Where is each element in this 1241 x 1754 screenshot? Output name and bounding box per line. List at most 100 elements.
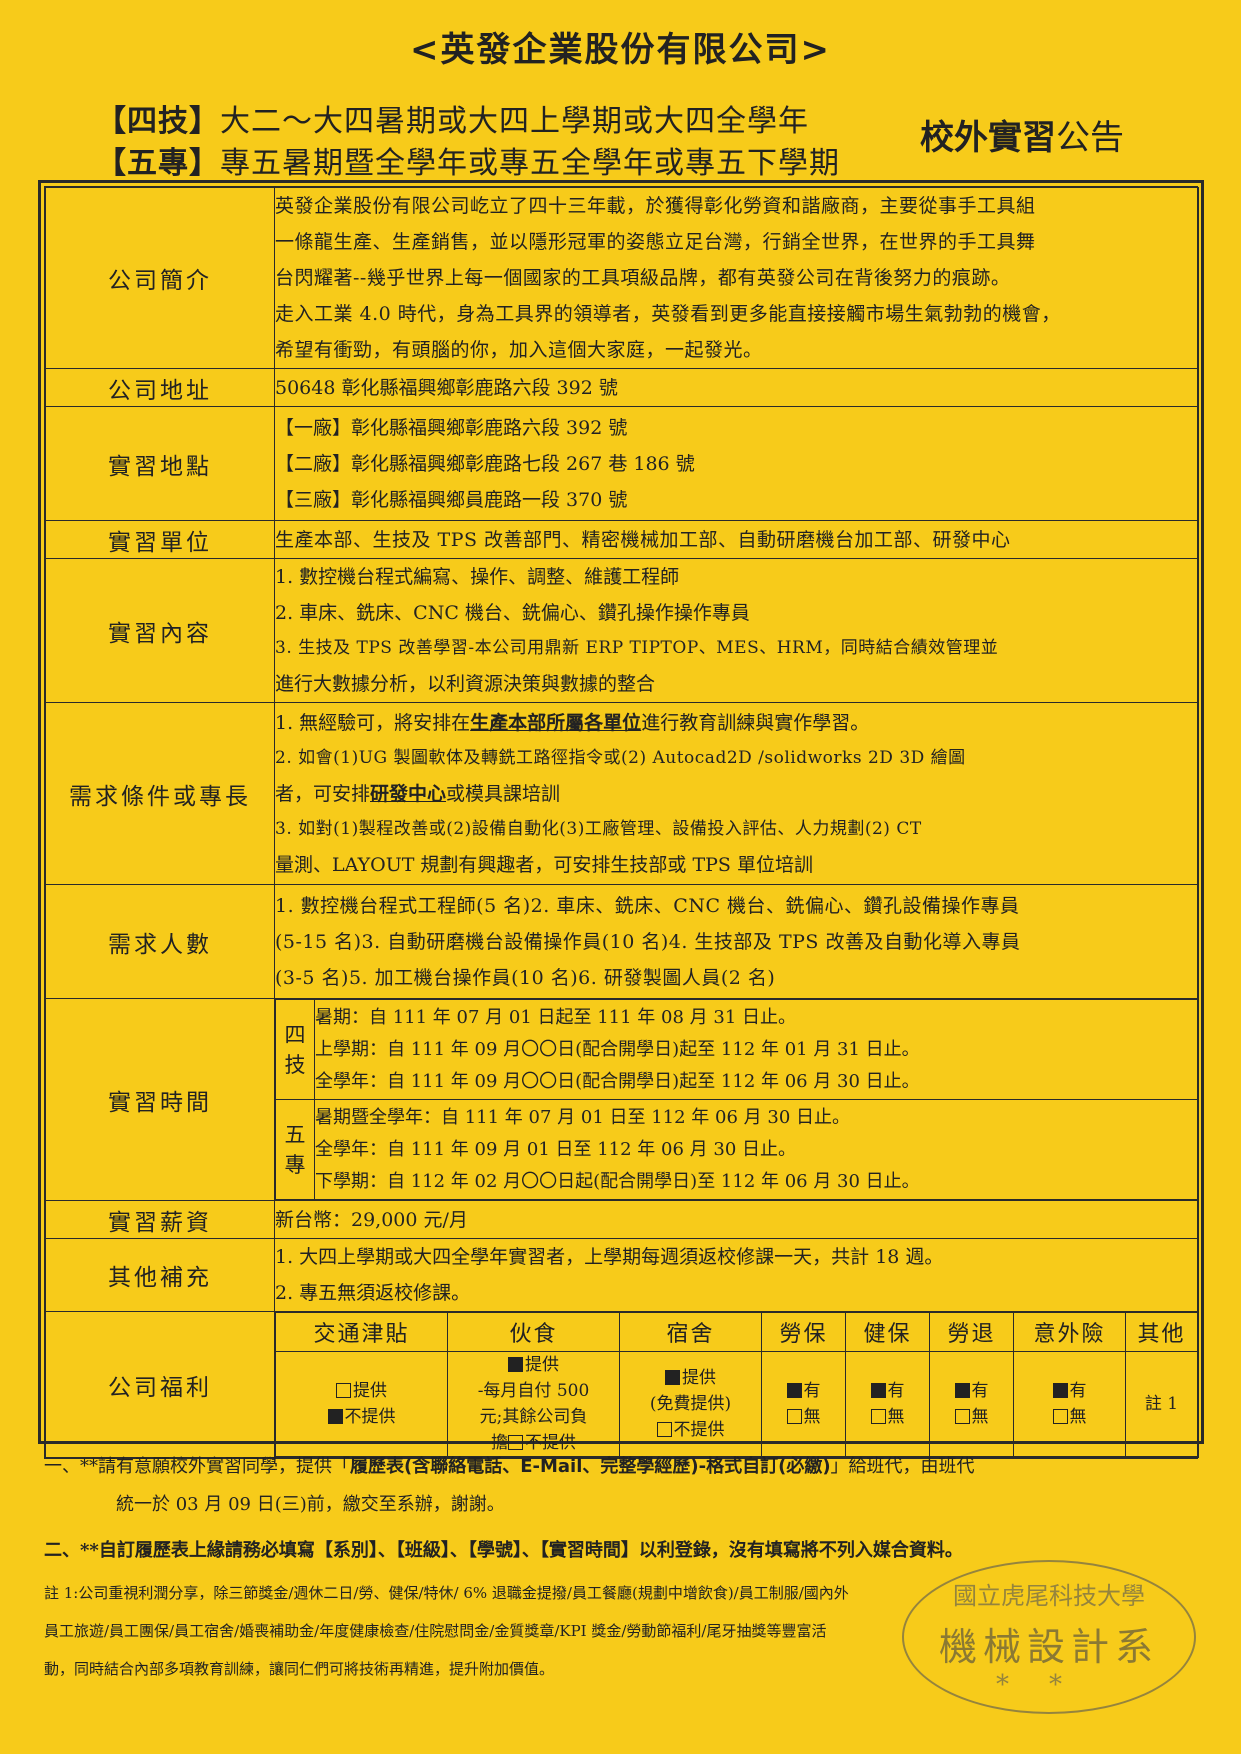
period-line: 全學年：自 111 年 09 月〇〇日(配合開學日)起至 112 年 06 月 … <box>315 1070 920 1092</box>
content-line: 進行大數據分析，以利資源決策與數據的整合 <box>275 673 656 695</box>
requirement-emphasis: 生產本部所屬各單位 <box>470 711 642 734</box>
location-line: 【一廠】彰化縣福興鄉彰鹿路六段 392 號 <box>275 416 628 439</box>
other-line: 2. 專五無須返校修課。 <box>275 1282 471 1304</box>
location-line: 【三廠】彰化縣福興鄉員鹿路一段 370 號 <box>275 488 628 511</box>
requirement-emphasis: 研發中心 <box>370 782 447 805</box>
row-content: 實習內容 1. 數控機台程式編寫、操作、調整、維護工程師 2. 車床、銑床、CN… <box>45 558 1199 703</box>
content-address: 50648 彰化縣福興鄉彰鹿路六段 392 號 <box>274 368 1199 407</box>
header-tag-four-year: 【四技】 <box>96 104 220 139</box>
content-line: 2. 車床、銑床、CNC 機台、銑偏心、鑽孔操作操作專員 <box>275 602 750 624</box>
department-seal: 國立虎尾科技大學 機械設計系 ** <box>902 1560 1196 1714</box>
requirement-text: 進行教育訓練與實作學習。 <box>641 711 870 734</box>
intro-line: 台閃耀著--幾乎世界上每一個國家的工具項級品牌，都有英發公司在背後努力的痕跡。 <box>275 267 1011 289</box>
row-intro: 公司簡介 英發企業股份有限公司屹立了四十三年載，於獲得彰化勞資和諧廠商，主要從事… <box>45 187 1199 369</box>
header-text-four-year: 大二～大四暑期或大四上學期或大四全學年 <box>220 104 809 139</box>
location-line: 【二廠】彰化縣福興鄉彰鹿路七段 267 巷 186 號 <box>275 452 695 475</box>
row-unit: 實習單位 生產本部、生技及 TPS 改善部門、精密機械加工部、自動研磨機台加工部… <box>45 520 1199 559</box>
option-text: 無 <box>803 1407 821 1427</box>
checkbox-unchecked <box>1052 1409 1068 1424</box>
checkbox-unchecked <box>336 1383 351 1398</box>
benefit-header: 宿舍 <box>619 1312 762 1352</box>
checkbox-unchecked <box>508 1435 523 1450</box>
benefit-header: 勞退 <box>929 1312 1014 1352</box>
requirement-text: 者，可安排 <box>275 782 371 805</box>
notice-tail: 公告 <box>1056 118 1124 158</box>
content-benefits: 交通津貼 伙食 宿舍 勞保 健保 勞退 意外險 其他 提供 不提供 提供 <box>274 1311 1199 1458</box>
requirement-text: 1. 無經驗可，將安排在 <box>275 711 471 734</box>
seal-stars: ** <box>996 1670 1102 1700</box>
intro-line: 一條龍生產、生產銷售，並以隱形冠軍的姿態立足台灣，行銷全世界，在世界的手工具舞 <box>275 231 1036 253</box>
benefit-accident-insurance: 有 無 <box>1013 1351 1126 1457</box>
content-requirement: 1. 無經驗可，將安排在生產本部所屬各單位進行教育訓練與實作學習。 2. 如會(… <box>274 702 1199 885</box>
benefit-others: 註 1 <box>1125 1351 1198 1457</box>
footnote-1: 一、**請有意願校外實習同學，提供「履歷表(含聯絡電話、E-Mail、完整學經歷… <box>44 1452 1214 1478</box>
content-intro: 英發企業股份有限公司屹立了四十三年載，於獲得彰化勞資和諧廠商，主要從事手工具組 … <box>274 187 1199 369</box>
meals-detail: 元;其餘公司負 <box>479 1407 588 1427</box>
checkbox-checked <box>954 1383 970 1398</box>
checkbox-unchecked <box>870 1409 886 1424</box>
header-line-five-year: 【五專】專五暑期暨全學年或專五全學年或專五下學期 <box>96 138 840 182</box>
option-text: 無 <box>971 1407 989 1427</box>
content-location: 【一廠】彰化縣福興鄉彰鹿路六段 392 號 【二廠】彰化縣福興鄉彰鹿路七段 26… <box>274 406 1199 521</box>
header-line-four-year: 【四技】大二～大四暑期或大四上學期或大四全學年 <box>96 96 809 140</box>
footnote-text: 一、**請有意願校外實習同學，提供「 <box>44 1456 350 1477</box>
row-salary: 實習薪資 新台幣：29,000 元/月 <box>45 1200 1199 1239</box>
option-text: 無 <box>1069 1407 1087 1427</box>
benefit-health-insurance: 有 無 <box>845 1351 930 1457</box>
content-line: 1. 數控機台程式編寫、操作、調整、維護工程師 <box>275 566 680 588</box>
option-text: 提供 <box>682 1368 716 1388</box>
row-requirement: 需求條件或專長 1. 無經驗可，將安排在生產本部所屬各單位進行教育訓練與實作學習… <box>45 702 1199 885</box>
notice-heading: 校外實習公告 <box>920 110 1124 159</box>
header-tag-five-year: 【五專】 <box>96 146 220 181</box>
content-salary: 新台幣：29,000 元/月 <box>274 1200 1199 1239</box>
period-line: 上學期：自 111 年 09 月〇〇日(配合開學日)起至 112 年 01 月 … <box>315 1038 920 1060</box>
intro-line: 走入工業 4.0 時代，身為工具界的領導者，英發看到更多能直接接觸市場生氣勃勃的… <box>275 303 1061 325</box>
benefit-labor-insurance: 有 無 <box>761 1351 846 1457</box>
checkbox-checked <box>870 1383 886 1398</box>
footnote-2: 二、**自訂履歷表上緣請務必填寫【系別】、【班級】、【學號】、【實習時間】以利登… <box>44 1540 963 1561</box>
row-address: 公司地址 50648 彰化縣福興鄉彰鹿路六段 392 號 <box>45 368 1199 407</box>
content-other: 1. 大四上學期或大四全學年實習者，上學期每週須返校修課一天，共計 18 週。 … <box>274 1238 1199 1312</box>
note-line: 註 1:公司重視利潤分享，除三節獎金/週休二日/勞、健保/特休/ 6% 退職金提… <box>44 1584 849 1602</box>
row-other: 其他補充 1. 大四上學期或大四全學年實習者，上學期每週須返校修課一天，共計 1… <box>45 1238 1199 1312</box>
checkbox-unchecked <box>954 1409 970 1424</box>
requirement-line: 2. 如會(1)UG 製圖軟体及轉銑工路徑指令或(2) Autocad2D /s… <box>275 747 966 768</box>
option-text: 有 <box>1069 1381 1087 1401</box>
period-five-year-tag: 五專 <box>275 1099 315 1200</box>
seal-main-text: 機械設計系 <box>938 1625 1159 1669</box>
period-line: 暑期暨全學年：自 111 年 07 月 01 日至 112 年 06 月 30 … <box>315 1106 850 1128</box>
option-text: 無 <box>887 1407 905 1427</box>
footnote-text: 」給班代，由班代 <box>830 1456 975 1477</box>
row-period: 實習時間 四技 暑期：自 111 年 07 月 01 日起至 111 年 08 … <box>45 998 1199 1201</box>
label-intro: 公司簡介 <box>45 187 275 369</box>
footnote-emphasis: 履歷表(含聯絡電話、E-Mail、完整學經歷)-格式自訂(必繳) <box>350 1456 831 1477</box>
checkbox-checked <box>786 1383 802 1398</box>
benefit-header: 伙食 <box>447 1312 620 1352</box>
headcount-line: 1. 數控機台程式工程師(5 名)2. 車床、銑床、CNC 機台、銑偏心、鑽孔設… <box>275 894 1020 917</box>
option-text: 不提供 <box>673 1420 725 1440</box>
headcount-line: (5-15 名)3. 自動研磨機台設備操作員(10 名)4. 生技部及 TPS … <box>275 930 1021 953</box>
dorm-detail: (免費提供) <box>649 1394 732 1414</box>
benefit-header: 交通津貼 <box>275 1312 448 1352</box>
label-location: 實習地點 <box>45 406 275 521</box>
benefit-header: 意外險 <box>1013 1312 1126 1352</box>
company-title: <英發企業股份有限公司> <box>410 30 831 70</box>
content-unit: 生產本部、生技及 TPS 改善部門、精密機械加工部、自動研磨機台加工部、研發中心 <box>274 520 1199 559</box>
note-line: 動，同時結合內部多項教育訓練，讓同仁們可將技術再精進，提升附加價值。 <box>44 1660 555 1678</box>
benefit-dorm: 提供 (免費提供) 不提供 <box>619 1351 762 1457</box>
intro-line: 英發企業股份有限公司屹立了四十三年載，於獲得彰化勞資和諧廠商，主要從事手工具組 <box>275 195 1036 217</box>
checkbox-checked <box>327 1409 343 1424</box>
row-headcount: 需求人數 1. 數控機台程式工程師(5 名)2. 車床、銑床、CNC 機台、銑偏… <box>45 884 1199 999</box>
note-line: 員工旅遊/員工團保/員工宿舍/婚喪補助金/年度健康檢查/住院慰問金/金質獎章/K… <box>44 1622 827 1640</box>
label-headcount: 需求人數 <box>45 884 275 999</box>
period-four-year-tag: 四技 <box>275 999 315 1100</box>
label-content: 實習內容 <box>45 558 275 703</box>
option-text: 提供 <box>353 1381 387 1401</box>
label-salary: 實習薪資 <box>45 1200 275 1239</box>
benefit-header: 勞保 <box>761 1312 846 1352</box>
row-location: 實習地點 【一廠】彰化縣福興鄉彰鹿路六段 392 號 【二廠】彰化縣福興鄉彰鹿路… <box>45 406 1199 521</box>
option-text: 有 <box>887 1381 905 1401</box>
period-line: 下學期：自 112 年 02 月〇〇日起(配合開學日)至 112 年 06 月 … <box>315 1170 920 1192</box>
requirement-line: 量測、LAYOUT 規劃有興趣者，可安排生技部或 TPS 單位培訓 <box>275 853 813 876</box>
seal-top-text: 國立虎尾科技大學 <box>953 1582 1145 1610</box>
